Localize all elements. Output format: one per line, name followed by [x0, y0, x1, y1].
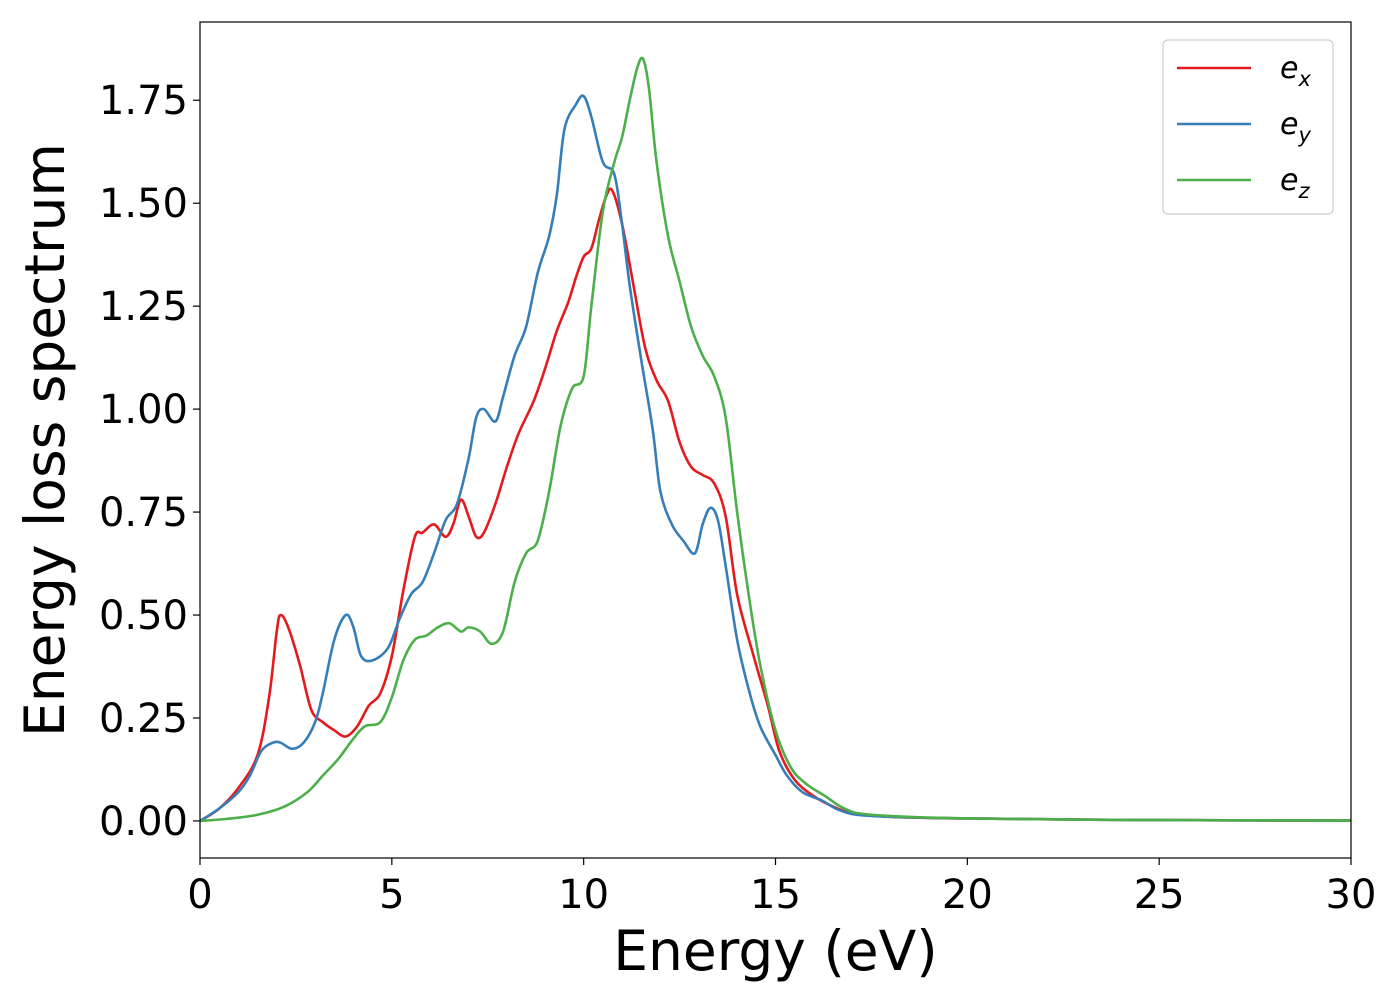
y-tick-label: 1.25 — [99, 284, 188, 330]
legend-label-subscript: z — [1297, 179, 1310, 203]
y-tick-label: 0.75 — [99, 490, 188, 536]
x-tick-label: 30 — [1326, 872, 1377, 918]
x-tick-label: 5 — [379, 872, 404, 918]
series-line-z — [200, 56, 1351, 823]
legend-label-y: ey — [1280, 107, 1311, 147]
x-tick-label: 25 — [1134, 872, 1185, 918]
x-tick-label: 0 — [187, 872, 212, 918]
legend-label-base: e — [1280, 51, 1298, 86]
y-axis-ticks: 0.00 0.25 0.50 0.75 1.00 1.25 1.50 1.75 — [99, 78, 200, 845]
y-tick-label: 1.50 — [99, 181, 188, 227]
legend-label-z: ez — [1280, 163, 1310, 203]
legend-label-x: ex — [1280, 51, 1311, 91]
x-axis-label: Energy (eV) — [613, 919, 937, 983]
x-tick-label: 20 — [942, 872, 993, 918]
y-tick-label: 1.75 — [99, 78, 188, 124]
legend-label-base: e — [1280, 163, 1298, 198]
x-tick-label: 15 — [750, 872, 801, 918]
series-line-y — [200, 94, 1351, 823]
y-tick-label: 1.00 — [99, 387, 188, 433]
plot-lines — [200, 56, 1351, 823]
legend-label-subscript: x — [1297, 67, 1311, 91]
legend-label-base: e — [1280, 107, 1298, 142]
x-tick-label: 10 — [558, 872, 609, 918]
y-tick-label: 0.25 — [99, 696, 188, 742]
y-axis-label: Energy loss spectrum — [13, 143, 77, 737]
y-tick-label: 0.50 — [99, 593, 188, 639]
y-tick-label: 0.00 — [99, 799, 188, 845]
legend-label-subscript: y — [1297, 123, 1311, 147]
x-axis-ticks: 0 5 10 15 20 25 30 — [187, 858, 1376, 918]
legend-box — [1162, 39, 1334, 215]
